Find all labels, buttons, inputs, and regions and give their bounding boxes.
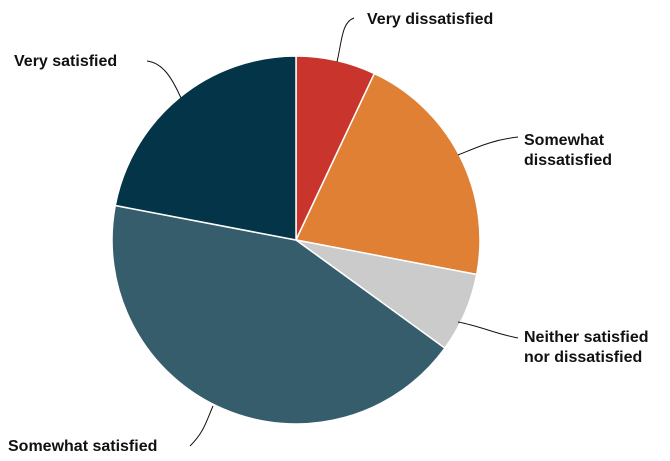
slice-labels: Very dissatisfied Somewhat dissatisfied Nei… — [8, 11, 648, 455]
slice-label: Very dissatisfied — [367, 11, 493, 28]
slice-label: Very satisfied — [14, 53, 117, 70]
slice-label: Neither satisfied nor dissatisfied — [524, 329, 648, 366]
leader-line — [457, 321, 519, 339]
leader-lines — [146, 17, 519, 447]
pie-slice-very-satisfied — [114, 55, 297, 241]
slice-label-line: nor dissatisfied — [524, 349, 642, 366]
slice-label: Somewhat satisfied — [8, 438, 157, 455]
slice-label-line: Very satisfied — [14, 53, 117, 70]
leader-line — [336, 17, 355, 63]
slice-label-line: Somewhat satisfied — [8, 438, 157, 455]
slice-label-line: Very dissatisfied — [367, 11, 493, 28]
leader-line — [189, 405, 214, 447]
pie-slice-somewhat-satisfied — [111, 204, 446, 425]
leader-line — [457, 136, 519, 156]
pie-slices — [111, 55, 481, 425]
slice-label-line: dissatisfied — [524, 152, 612, 169]
leader-line — [146, 60, 182, 99]
slice-label-line: Somewhat — [524, 132, 605, 149]
pie-slice-somewhat-dissatisfied — [295, 72, 481, 276]
slice-label-line: Neither satisfied — [524, 329, 648, 346]
slice-label: Somewhat dissatisfied — [524, 132, 612, 169]
